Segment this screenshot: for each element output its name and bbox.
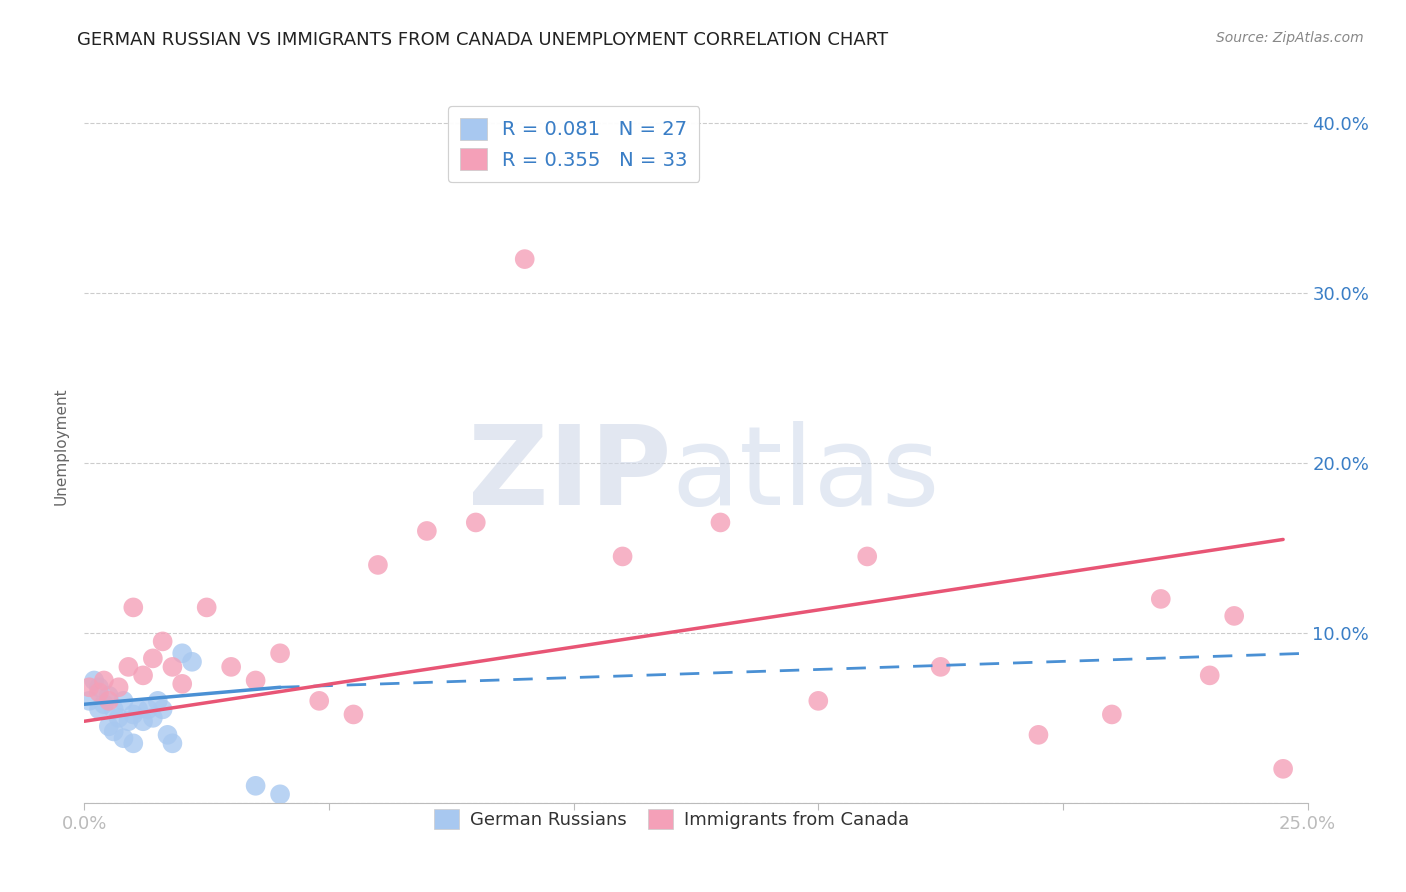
Point [1198, 668, 1220, 682]
Text: atlas: atlas [672, 421, 941, 528]
Point [152, 634, 174, 648]
Point [122, 600, 145, 615]
Point [112, 694, 135, 708]
Point [146, 694, 169, 708]
Text: GERMAN RUSSIAN VS IMMIGRANTS FROM CANADA UNEMPLOYMENT CORRELATION CHART: GERMAN RUSSIAN VS IMMIGRANTS FROM CANADA… [77, 31, 889, 49]
Point [97, 694, 120, 708]
Point [807, 694, 830, 708]
Point [77, 680, 100, 694]
Point [77, 694, 100, 708]
Point [612, 549, 634, 564]
Point [245, 779, 267, 793]
Point [1272, 762, 1295, 776]
Point [709, 516, 731, 530]
Point [97, 689, 120, 703]
Point [117, 660, 139, 674]
Point [103, 724, 125, 739]
Point [195, 600, 218, 615]
Point [122, 736, 145, 750]
Point [156, 728, 179, 742]
Text: ZIP: ZIP [468, 421, 672, 528]
Point [97, 719, 120, 733]
Point [132, 714, 155, 729]
Point [152, 702, 174, 716]
Text: Source: ZipAtlas.com: Source: ZipAtlas.com [1216, 31, 1364, 45]
Legend: German Russians, Immigrants from Canada: German Russians, Immigrants from Canada [426, 801, 917, 837]
Point [269, 646, 291, 660]
Point [172, 646, 194, 660]
Point [416, 524, 439, 538]
Point [929, 660, 952, 674]
Point [107, 680, 129, 694]
Point [122, 707, 145, 722]
Point [112, 731, 135, 746]
Point [107, 711, 129, 725]
Point [269, 787, 291, 801]
Point [127, 702, 149, 716]
Point [83, 673, 105, 688]
Point [1101, 707, 1123, 722]
Point [93, 698, 115, 712]
Point [308, 694, 330, 708]
Point [1028, 728, 1050, 742]
Point [142, 651, 165, 665]
Point [87, 702, 110, 716]
Point [172, 677, 194, 691]
Point [162, 660, 184, 674]
Point [464, 516, 486, 530]
Point [219, 660, 242, 674]
Y-axis label: Unemployment: Unemployment [53, 387, 69, 505]
Point [117, 714, 139, 729]
Point [181, 655, 204, 669]
Point [93, 673, 115, 688]
Point [87, 685, 110, 699]
Point [136, 702, 159, 716]
Point [856, 549, 879, 564]
Point [103, 702, 125, 716]
Point [1223, 608, 1246, 623]
Point [132, 668, 155, 682]
Point [367, 558, 389, 572]
Point [513, 252, 536, 266]
Point [142, 711, 165, 725]
Point [87, 680, 110, 694]
Point [245, 673, 267, 688]
Point [342, 707, 364, 722]
Point [162, 736, 184, 750]
Point [1150, 591, 1173, 606]
